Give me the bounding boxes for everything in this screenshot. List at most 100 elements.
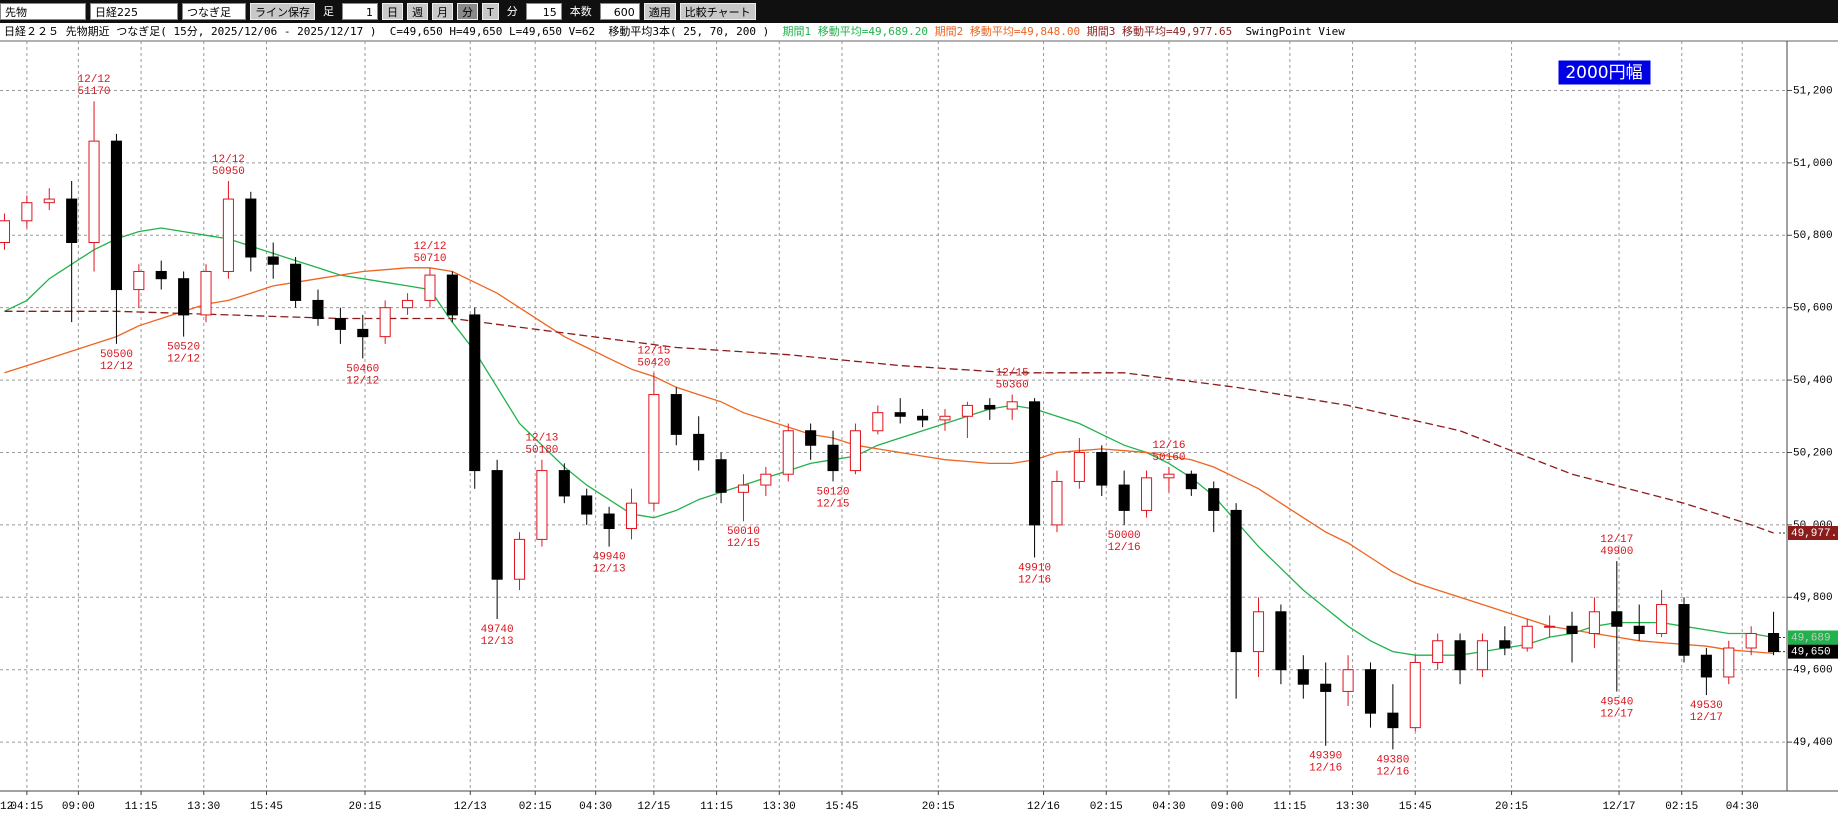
candle-body: [1476, 640, 1488, 671]
candle-body: [1297, 669, 1309, 685]
x-tick-label: 02:15: [1665, 801, 1698, 813]
swing-price: 49540: [1600, 696, 1633, 708]
candle-body: [961, 404, 973, 417]
candle-body: [43, 198, 55, 204]
swing-price: 50420: [637, 358, 670, 370]
candle-body: [1409, 661, 1421, 729]
candle-body: [1544, 625, 1556, 628]
day-button[interactable]: 日: [382, 3, 403, 20]
month-button[interactable]: 月: [432, 3, 453, 20]
candle-body: [1364, 669, 1377, 714]
candle-body: [625, 502, 638, 530]
view-label: SwingPoint View: [1245, 25, 1345, 38]
candle-body: [155, 270, 167, 280]
x-tick-label: 20:15: [349, 801, 382, 813]
candle-body: [1745, 633, 1757, 649]
candle-body: [1118, 484, 1130, 511]
symbol-select[interactable]: 日経225: [90, 3, 178, 20]
week-button[interactable]: 週: [407, 3, 428, 20]
y-tick-label: 49,800: [1793, 592, 1833, 604]
price-tag-label: 49,977.6: [1791, 528, 1838, 540]
x-tick-label: 11:15: [700, 801, 733, 813]
candle-body: [1051, 480, 1063, 526]
bar-label: 足: [323, 5, 334, 18]
price-tag: [1788, 526, 1838, 541]
candle-body: [1320, 683, 1332, 692]
x-tick-label: 12/13: [454, 801, 487, 813]
x-tick-label: 13:30: [187, 801, 220, 813]
bar-type-select[interactable]: つなぎ足: [182, 3, 246, 20]
bar-field[interactable]: 1: [342, 3, 378, 20]
ma-line: [4, 267, 1774, 655]
y-tick-label: 50,800: [1793, 230, 1833, 242]
candle-body: [849, 430, 861, 472]
candle-body: [782, 430, 794, 475]
swing-price: 51170: [78, 86, 111, 98]
candle-body: [805, 430, 817, 446]
x-tick-label: 11:15: [1273, 801, 1306, 813]
candle-body: [200, 270, 212, 316]
swing-date: 12/16: [1376, 766, 1409, 778]
candle-body: [1185, 473, 1197, 490]
symbol-type-select[interactable]: 先物: [0, 3, 86, 20]
candle-body: [312, 299, 324, 320]
candle-body: [1029, 401, 1041, 526]
x-tick-label: 12/17: [1603, 801, 1636, 813]
swing-price: 50360: [996, 379, 1029, 391]
interval-field[interactable]: 15: [525, 3, 562, 20]
candle-body: [1387, 712, 1399, 729]
candle-body: [1768, 633, 1780, 653]
price-tag: [1788, 644, 1838, 659]
swing-price: 49910: [1018, 562, 1051, 574]
swing-price: 49530: [1690, 700, 1723, 712]
count-field[interactable]: 600: [599, 3, 640, 20]
swing-price: 50180: [525, 445, 558, 457]
x-tick-label: 15:45: [1399, 801, 1432, 813]
candle-body: [21, 202, 33, 222]
x-tick-label: 11:15: [125, 801, 158, 813]
candle-body: [939, 415, 951, 421]
candle-body: [0, 220, 11, 244]
swing-date: 12/16: [1309, 763, 1342, 775]
x-tick-label: 02:15: [1090, 801, 1123, 813]
candle-body: [1656, 604, 1668, 635]
swing-date: 12/13: [593, 564, 626, 576]
count-label: 本数: [569, 5, 592, 18]
minute-button[interactable]: 分: [457, 3, 478, 20]
x-tick-label: 02:15: [519, 801, 552, 813]
candle-body: [267, 256, 279, 265]
y-tick-label: 50,600: [1793, 303, 1833, 315]
swing-price: 49900: [1600, 546, 1633, 558]
price-tag: [1788, 630, 1838, 645]
tick-button[interactable]: T: [482, 3, 499, 20]
compare-button[interactable]: 比較チャート: [679, 3, 756, 20]
candle-body: [536, 470, 548, 540]
swing-price: 50000: [1108, 530, 1141, 542]
header-info: 日経２２５ 先物期近 つなぎ足( 15分, 2025/12/06 - 2025/…: [4, 25, 770, 38]
ma-legend: 期間3 移動平均=49,977.65: [1086, 25, 1233, 38]
range-badge-label: 2000円幅: [1565, 63, 1642, 83]
swing-date: 12/13: [481, 636, 514, 648]
ma-line: [4, 310, 1774, 534]
x-tick-label: 15:45: [825, 801, 858, 813]
swing-date: 12/15: [727, 538, 760, 550]
candle-body: [1096, 451, 1108, 486]
candle-body: [1230, 509, 1242, 653]
ma-legend: 期間2 移動平均=49,848.00: [934, 25, 1081, 38]
apply-button[interactable]: 適用: [643, 3, 676, 20]
swing-price: 49740: [481, 624, 514, 636]
x-tick-label: 04:30: [579, 801, 612, 813]
x-tick-label: 13:30: [1336, 801, 1369, 813]
candle-body: [558, 470, 570, 497]
candle-body: [1141, 477, 1153, 511]
candle-body: [894, 412, 906, 417]
swing-price: 50120: [817, 486, 850, 498]
swing-price: 50010: [727, 526, 760, 538]
save-line-button[interactable]: ライン保存: [250, 3, 315, 20]
candle-body: [1342, 669, 1354, 692]
candle-body: [1611, 611, 1623, 627]
candle-body: [1252, 611, 1265, 653]
ma-legend: 期間1 移動平均=49,689.20: [782, 25, 929, 38]
swing-date: 12/12: [100, 361, 133, 373]
